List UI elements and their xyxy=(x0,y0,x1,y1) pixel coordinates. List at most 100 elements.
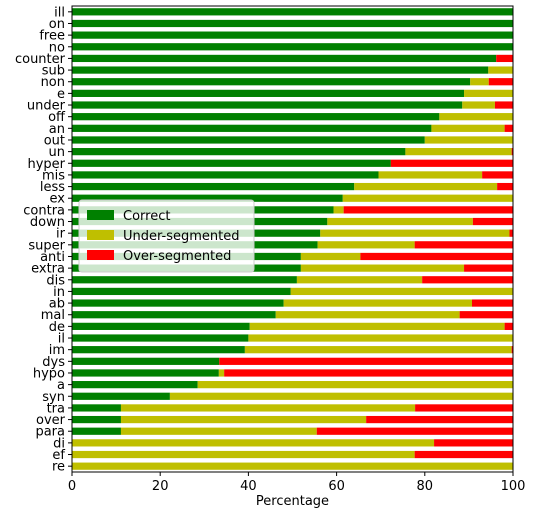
y-tick-label: mal xyxy=(41,308,65,323)
y-tick-label: contra xyxy=(23,203,65,218)
bar-out-under-segmented xyxy=(424,136,513,144)
bar-di-over-segmented xyxy=(434,439,513,447)
bar-sub-under-segmented xyxy=(488,66,513,74)
y-tick-label: hypo xyxy=(33,366,65,381)
bar-counter-over-segmented xyxy=(496,54,513,63)
bar-syn-under-segmented xyxy=(169,392,514,400)
bar-under-over-segmented xyxy=(494,101,513,109)
legend: Correct Under-segmented Over-segmented xyxy=(78,199,255,273)
legend-label: Over-segmented xyxy=(123,249,231,264)
y-tick-label: non xyxy=(41,75,65,90)
y-tick-label: e xyxy=(57,87,65,102)
bar-dis-correct xyxy=(72,276,297,284)
y-tick-label: a xyxy=(57,378,65,393)
bar-de-correct xyxy=(72,322,250,330)
bar-free-correct xyxy=(72,31,513,39)
bar-re-under-segmented xyxy=(72,462,513,470)
bar-a-correct xyxy=(72,381,198,389)
bar-mis-under-segmented xyxy=(378,171,483,179)
y-tick-label: ill xyxy=(54,5,65,20)
bar-over-under-segmented xyxy=(120,415,367,424)
x-axis-label: Percentage xyxy=(256,494,329,508)
y-tick-label: an xyxy=(49,122,65,137)
bar-off-correct xyxy=(72,113,440,121)
x-tick-label: 20 xyxy=(152,479,169,494)
x-tick-label: 60 xyxy=(328,479,345,494)
bar-in-under-segmented xyxy=(290,287,513,296)
plot-frame xyxy=(71,5,514,473)
y-tick-label: over xyxy=(36,413,66,428)
bar-anti-over-segmented xyxy=(360,252,513,261)
bar-un-under-segmented xyxy=(405,148,512,156)
x-tick-label: 100 xyxy=(501,479,526,494)
bar-an-under-segmented xyxy=(431,124,505,132)
y-tick-label: sub xyxy=(42,64,65,79)
bar-ab-correct xyxy=(72,299,284,307)
bar-ir-under-segmented xyxy=(320,229,510,237)
y-tick-label: dys xyxy=(42,355,65,370)
bar-an-correct xyxy=(72,124,432,132)
bar-non-under-segmented xyxy=(470,78,489,86)
bar-mis-over-segmented xyxy=(482,171,513,179)
y-tick-label: ab xyxy=(49,297,65,312)
bar-ab-over-segmented xyxy=(471,299,513,307)
y-tick-label: down xyxy=(30,215,65,230)
legend-swatch xyxy=(87,230,114,240)
bar-dys-over-segmented xyxy=(219,357,513,365)
bar-less-over-segmented xyxy=(497,182,513,191)
bar-tra-under-segmented xyxy=(120,404,416,412)
bar-on-correct xyxy=(72,19,513,28)
bar-down-under-segmented xyxy=(327,217,473,226)
bar-extra-over-segmented xyxy=(464,264,513,272)
y-tick-label: hyper xyxy=(27,157,65,172)
x-tick-label: 40 xyxy=(240,479,257,494)
y-tick-label: no xyxy=(49,40,65,55)
y-tick-label: anti xyxy=(40,250,65,265)
y-tick-label: im xyxy=(49,343,65,358)
bar-ex-under-segmented xyxy=(342,194,513,202)
bar-ex-correct xyxy=(72,194,343,202)
bar-hypo-under-segmented xyxy=(218,369,225,377)
bar-off-under-segmented xyxy=(439,113,513,121)
bar-tra-correct xyxy=(72,404,121,412)
bar-contra-under-segmented xyxy=(333,206,344,214)
bar-ab-under-segmented xyxy=(283,299,472,307)
bar-super-over-segmented xyxy=(414,241,513,249)
bar-a-under-segmented xyxy=(197,381,513,389)
bar-non-correct xyxy=(72,78,471,86)
bar-an-over-segmented xyxy=(504,124,513,132)
bars-group xyxy=(72,8,514,470)
y-tick-label: de xyxy=(49,320,65,335)
y-tick-label: free xyxy=(39,29,65,44)
y-tick-label: dis xyxy=(46,273,65,288)
bar-tra-over-segmented xyxy=(415,404,513,412)
y-tick-label: under xyxy=(27,99,66,114)
bar-e-under-segmented xyxy=(464,89,513,97)
bar-im-over-segmented xyxy=(511,346,513,354)
bar-para-over-segmented xyxy=(316,427,513,435)
bar-over-correct xyxy=(72,415,121,424)
bar-counter-correct xyxy=(72,54,497,63)
bar-e-correct xyxy=(72,89,465,97)
y-tick-label: para xyxy=(35,425,65,440)
bar-extra-under-segmented xyxy=(300,264,465,272)
bar-mis-correct xyxy=(72,171,379,179)
bar-over-over-segmented xyxy=(366,415,513,424)
bar-ef-under-segmented xyxy=(72,450,415,459)
bar-mal-correct xyxy=(72,311,276,319)
y-tick-label: off xyxy=(48,110,66,125)
bar-under-under-segmented xyxy=(462,101,495,109)
bar-out-correct xyxy=(72,136,425,144)
legend-label: Under-segmented xyxy=(123,229,239,244)
bar-mal-under-segmented xyxy=(275,311,460,319)
bar-di-under-segmented xyxy=(72,439,435,447)
bar-down-over-segmented xyxy=(472,217,513,226)
y-tick-label: ef xyxy=(52,448,65,463)
y-tick-label: il xyxy=(58,332,65,347)
bar-dis-under-segmented xyxy=(296,276,423,284)
bar-hyper-correct xyxy=(72,159,391,167)
bar-para-under-segmented xyxy=(120,427,317,435)
y-tick-label: counter xyxy=(15,52,66,67)
y-tick-label: ex xyxy=(50,192,66,207)
bar-para-correct xyxy=(72,427,121,435)
